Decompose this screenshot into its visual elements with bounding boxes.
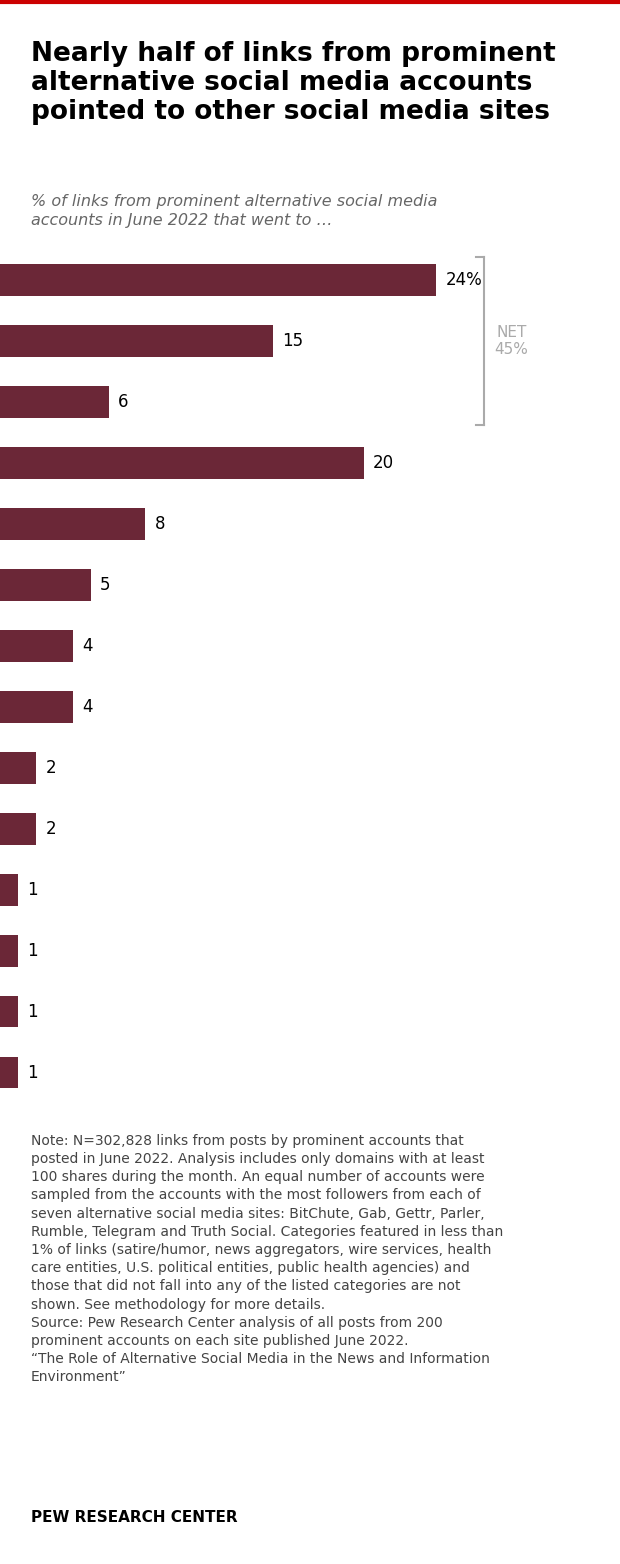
Text: 5: 5 [100,576,110,594]
Text: 2: 2 [45,820,56,838]
Bar [0,752,37,784]
Text: % of links from prominent alternative social media
accounts in June 2022 that we: % of links from prominent alternative so… [31,194,437,228]
Bar [0,935,18,967]
Bar [0,508,146,540]
Text: 1: 1 [27,942,38,960]
Text: 1: 1 [27,1003,38,1021]
Bar [0,386,109,418]
Text: NET
45%: NET 45% [495,325,529,358]
Text: 24%: 24% [446,271,482,289]
Bar [0,630,73,662]
Bar [0,1057,18,1089]
Bar [0,691,73,723]
Bar [0,874,18,906]
Text: Note: N=302,828 links from posts by prominent accounts that
posted in June 2022.: Note: N=302,828 links from posts by prom… [31,1134,503,1384]
Text: 1: 1 [27,1064,38,1082]
Text: PEW RESEARCH CENTER: PEW RESEARCH CENTER [31,1509,237,1525]
Bar [0,813,37,845]
Text: 15: 15 [282,332,303,350]
Text: 20: 20 [373,454,394,472]
Text: 6: 6 [118,393,129,411]
Text: Nearly half of links from prominent
alternative social media accounts
pointed to: Nearly half of links from prominent alte… [31,41,556,125]
Bar [0,569,91,601]
Text: 2: 2 [45,759,56,777]
Bar [0,447,364,479]
Text: 1: 1 [27,881,38,899]
Bar [0,996,18,1028]
Bar [0,264,436,296]
Text: 8: 8 [154,515,165,533]
Bar [0,325,273,357]
Text: 4: 4 [82,637,92,655]
Text: 4: 4 [82,698,92,716]
